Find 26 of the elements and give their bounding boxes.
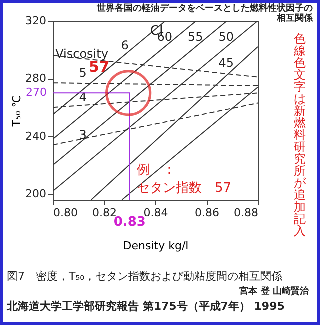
y-axis-title: T₅₀ ℃ (10, 95, 24, 128)
y-tick-label: 320 (26, 14, 46, 28)
annotation: 270 (26, 86, 47, 100)
y-tick-label: 280 (26, 72, 46, 86)
series-label: 55 (188, 30, 204, 44)
series-label: 45 (218, 56, 234, 70)
series-label: 5 (79, 66, 87, 80)
y-tick-label: 200 (26, 188, 46, 201)
series-label: 50 (218, 30, 234, 44)
text: 北海道大学工学部研究報告 第175号（平成7年） 1995 (7, 299, 285, 314)
text: 色線色文字は新燃料研究所が追加記入 (294, 32, 306, 238)
annotation: 例 ： (137, 162, 176, 179)
annotation: 0.83 (114, 215, 146, 230)
x-axis-title: Density kg/l (123, 240, 189, 252)
x-tick-label: 0.86 (195, 206, 220, 220)
x-tick-label: 0.84 (144, 206, 168, 220)
series-label: 3 (79, 128, 87, 142)
caption: 図7 密度，T₅₀，セタン指数および動粘度間の相互関係 (7, 269, 283, 284)
series-label: 6 (121, 38, 129, 53)
chart-title: 世界各国の軽油データをベースとした燃料性状因子の相互関係 (97, 4, 313, 24)
x-tick-label: 0.88 (234, 206, 258, 220)
y-tick-label: 240 (26, 130, 46, 143)
annotation: Viscosity (56, 47, 108, 62)
x-tick-label: 0.80 (54, 206, 78, 220)
text: 宮本 登 山崎賢治 (240, 285, 309, 298)
annotation: セタン指数 57 (137, 180, 232, 197)
